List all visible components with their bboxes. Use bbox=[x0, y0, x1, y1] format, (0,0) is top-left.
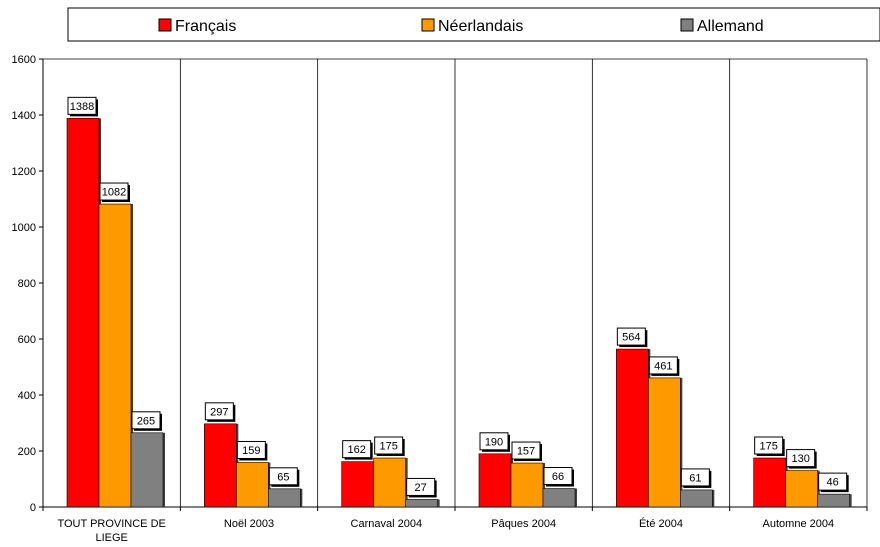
y-tick-label: 400 bbox=[18, 390, 36, 402]
data-label: 564 bbox=[622, 332, 640, 344]
legend-label: Français bbox=[175, 18, 236, 35]
y-tick-label: 1000 bbox=[12, 222, 36, 234]
y-tick-label: 200 bbox=[18, 446, 36, 458]
data-label-box bbox=[67, 96, 97, 115]
bar-allemand bbox=[817, 493, 850, 508]
x-tick-label: TOUT PROVINCE DE bbox=[57, 518, 165, 530]
legend-swatch-néerlandais bbox=[421, 18, 435, 32]
y-tick-label: 1400 bbox=[12, 110, 36, 122]
data-label: 175 bbox=[759, 441, 777, 453]
bar-allemand bbox=[268, 488, 301, 508]
data-label: 190 bbox=[485, 436, 503, 448]
data-label: 27 bbox=[415, 482, 427, 494]
data-label-box bbox=[754, 436, 784, 455]
data-label: 65 bbox=[277, 471, 289, 483]
data-label-box bbox=[543, 467, 573, 486]
data-label-box bbox=[511, 441, 541, 460]
y-tick-label: 1200 bbox=[12, 166, 36, 178]
bar-allemand bbox=[542, 488, 576, 508]
data-label: 461 bbox=[654, 360, 672, 372]
data-label: 297 bbox=[210, 406, 228, 418]
bar-français bbox=[478, 453, 512, 508]
y-tick-label: 1600 bbox=[12, 54, 36, 66]
bar-allemand bbox=[680, 489, 713, 508]
bar-français bbox=[66, 118, 100, 508]
x-tick-label: Pâques 2004 bbox=[491, 518, 556, 530]
legend-label: Néerlandais bbox=[438, 18, 523, 35]
data-label: 1388 bbox=[70, 101, 94, 113]
x-tick-label: Noël 2003 bbox=[224, 518, 274, 530]
data-label: 265 bbox=[137, 415, 155, 427]
data-label-box bbox=[268, 467, 298, 486]
data-label: 162 bbox=[347, 444, 365, 456]
bar-français bbox=[616, 348, 649, 508]
legend-box bbox=[67, 7, 880, 42]
data-label-box bbox=[616, 327, 646, 346]
bar-néerlandais bbox=[785, 470, 818, 508]
plot-area: 0 200 400 600 800 1000 1200 1400 1600 TOUT PROVIN… bbox=[12, 54, 868, 544]
data-label: 159 bbox=[242, 445, 260, 457]
bar-néerlandais bbox=[648, 377, 681, 508]
data-label-box bbox=[406, 477, 436, 496]
bar-néerlandais bbox=[98, 203, 132, 508]
data-label-box bbox=[648, 356, 678, 375]
x-tick-label: Carnaval 2004 bbox=[351, 518, 423, 530]
data-label: 130 bbox=[791, 453, 809, 465]
legend-swatch-allemand bbox=[680, 18, 694, 32]
data-label: 66 bbox=[552, 471, 564, 483]
data-label-box bbox=[99, 182, 129, 201]
legend: Français Néerlandais Allemand bbox=[67, 7, 880, 42]
x-tick-label: LIEGE bbox=[95, 532, 127, 544]
data-label-box bbox=[342, 440, 372, 459]
data-label-box bbox=[786, 449, 816, 468]
data-label-box bbox=[374, 436, 404, 455]
bar-allemand bbox=[130, 432, 164, 508]
data-label: 61 bbox=[689, 472, 701, 484]
data-label: 157 bbox=[517, 446, 535, 458]
bar-néerlandais bbox=[510, 462, 544, 508]
data-label: 1082 bbox=[102, 187, 126, 199]
data-label-box bbox=[818, 472, 848, 491]
y-tick-label: 600 bbox=[18, 334, 36, 346]
data-label-box bbox=[680, 468, 710, 487]
bar-français bbox=[341, 461, 374, 508]
bar-néerlandais bbox=[236, 462, 269, 508]
x-tick-label: Été 2004 bbox=[639, 517, 683, 530]
bar-français bbox=[753, 457, 786, 508]
y-tick-label: 0 bbox=[30, 502, 36, 514]
legend-swatch-français bbox=[158, 18, 172, 32]
data-label-box bbox=[204, 402, 234, 421]
legend-label: Allemand bbox=[697, 18, 764, 35]
data-label: 175 bbox=[379, 441, 397, 453]
data-label-box bbox=[479, 432, 509, 451]
bar-français bbox=[204, 423, 237, 508]
bar-allemand bbox=[405, 499, 438, 508]
y-tick-label: 800 bbox=[18, 278, 36, 290]
data-label-box bbox=[131, 411, 161, 430]
x-tick-label: Automne 2004 bbox=[763, 518, 835, 530]
data-label-box bbox=[236, 440, 266, 459]
data-label: 46 bbox=[827, 477, 839, 489]
bar-néerlandais bbox=[373, 457, 406, 508]
